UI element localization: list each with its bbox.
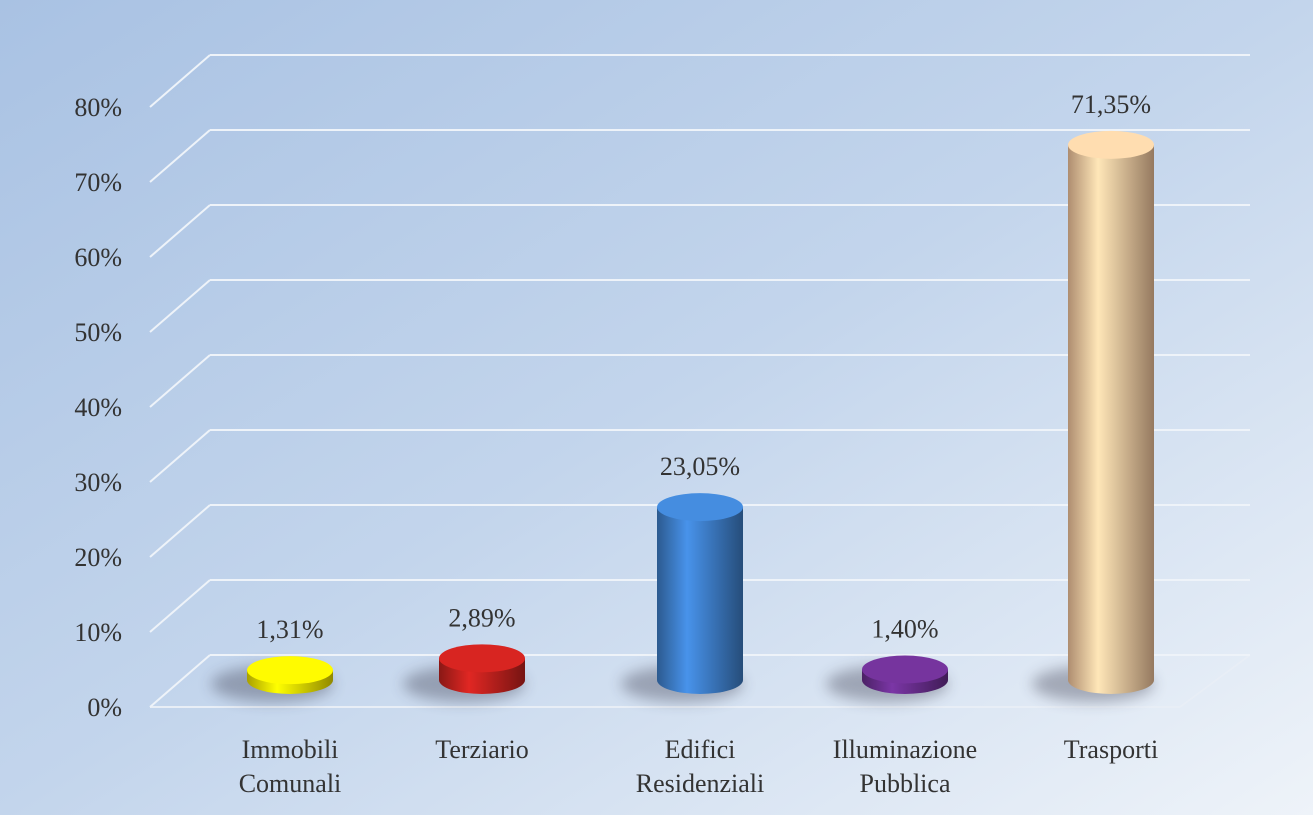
data-label: 1,31% bbox=[256, 615, 323, 644]
grid-side-line bbox=[149, 504, 211, 558]
floor-edge bbox=[1179, 654, 1251, 708]
grid-side-line bbox=[149, 204, 211, 258]
bar-top bbox=[657, 493, 743, 522]
y-tick-label: 50% bbox=[74, 318, 122, 347]
x-tick-label-line: Illuminazione bbox=[833, 735, 977, 764]
x-tick-label-line: Pubblica bbox=[860, 769, 951, 798]
data-label: 2,89% bbox=[448, 603, 515, 632]
bar-top bbox=[247, 656, 333, 685]
x-tick-label: Illuminazione Pubblica bbox=[833, 735, 977, 798]
bar bbox=[1068, 144, 1154, 694]
x-tick-label: Edifici Residenziali bbox=[636, 735, 765, 798]
data-label: 71,35% bbox=[1071, 90, 1151, 119]
y-tick-label: 30% bbox=[74, 468, 122, 497]
grid-side-line bbox=[149, 354, 211, 408]
bar-top bbox=[862, 655, 948, 684]
y-tick-label: 60% bbox=[74, 243, 122, 272]
bar-top bbox=[1068, 130, 1154, 159]
y-tick-label: 10% bbox=[74, 618, 122, 647]
data-label: 23,05% bbox=[660, 452, 740, 481]
y-tick-label: 0% bbox=[87, 693, 122, 722]
x-tick-label-line: Immobili bbox=[242, 735, 339, 764]
grid-side-line bbox=[149, 279, 211, 333]
y-tick-label: 20% bbox=[74, 543, 122, 572]
grid-side-line bbox=[149, 429, 211, 483]
y-tick-label: 70% bbox=[74, 168, 122, 197]
x-tick-label-line: Terziario bbox=[435, 735, 528, 764]
data-label: 1,40% bbox=[871, 615, 938, 644]
bar-top bbox=[439, 644, 525, 673]
x-tick-label: Immobili Comunali bbox=[239, 735, 342, 798]
grid-side-line bbox=[149, 654, 211, 708]
x-tick-label-line: Comunali bbox=[239, 769, 342, 798]
x-tick-label: Terziario bbox=[435, 735, 528, 764]
x-tick-label: Trasporti bbox=[1064, 735, 1158, 764]
x-tick-label-line: Edifici bbox=[665, 735, 736, 764]
x-tick-label-line: Trasporti bbox=[1064, 735, 1158, 764]
grid-side-line bbox=[149, 129, 211, 183]
bar bbox=[657, 507, 743, 694]
grid-side-line bbox=[149, 579, 211, 633]
grid-side-line bbox=[149, 54, 211, 108]
x-tick-label-line: Residenziali bbox=[636, 769, 765, 798]
y-tick-label: 40% bbox=[74, 393, 122, 422]
y-tick-label: 80% bbox=[74, 93, 122, 122]
